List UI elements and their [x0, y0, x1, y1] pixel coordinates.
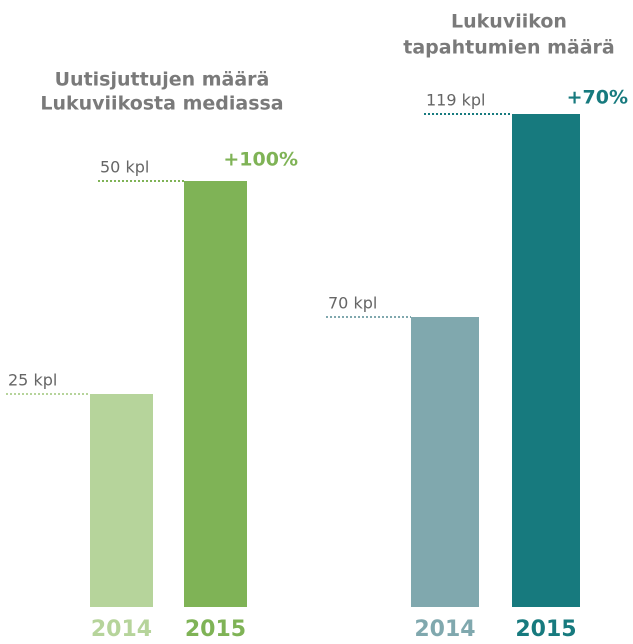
- chart-title: Uutisjuttujen määrä: [55, 69, 270, 91]
- bar: [411, 317, 479, 607]
- x-tick-label: 2014: [91, 617, 152, 642]
- value-label: 70 kpl: [328, 294, 377, 313]
- value-label: 50 kpl: [100, 158, 149, 177]
- annotation: +100%: [223, 149, 298, 171]
- value-label: 25 kpl: [8, 371, 57, 390]
- x-tick-label: 2015: [185, 617, 246, 642]
- chart-title: tapahtumien määrä: [403, 37, 614, 59]
- bar: [90, 394, 153, 607]
- bar: [512, 114, 580, 607]
- x-tick-label: 2014: [414, 617, 475, 642]
- chart-title: Lukuviikosta mediassa: [40, 93, 283, 115]
- bar: [184, 181, 247, 607]
- value-label: 119 kpl: [426, 91, 486, 110]
- x-tick-label: 2015: [515, 617, 576, 642]
- chart-title: Lukuviikon: [451, 11, 567, 33]
- annotation: +70%: [567, 87, 628, 109]
